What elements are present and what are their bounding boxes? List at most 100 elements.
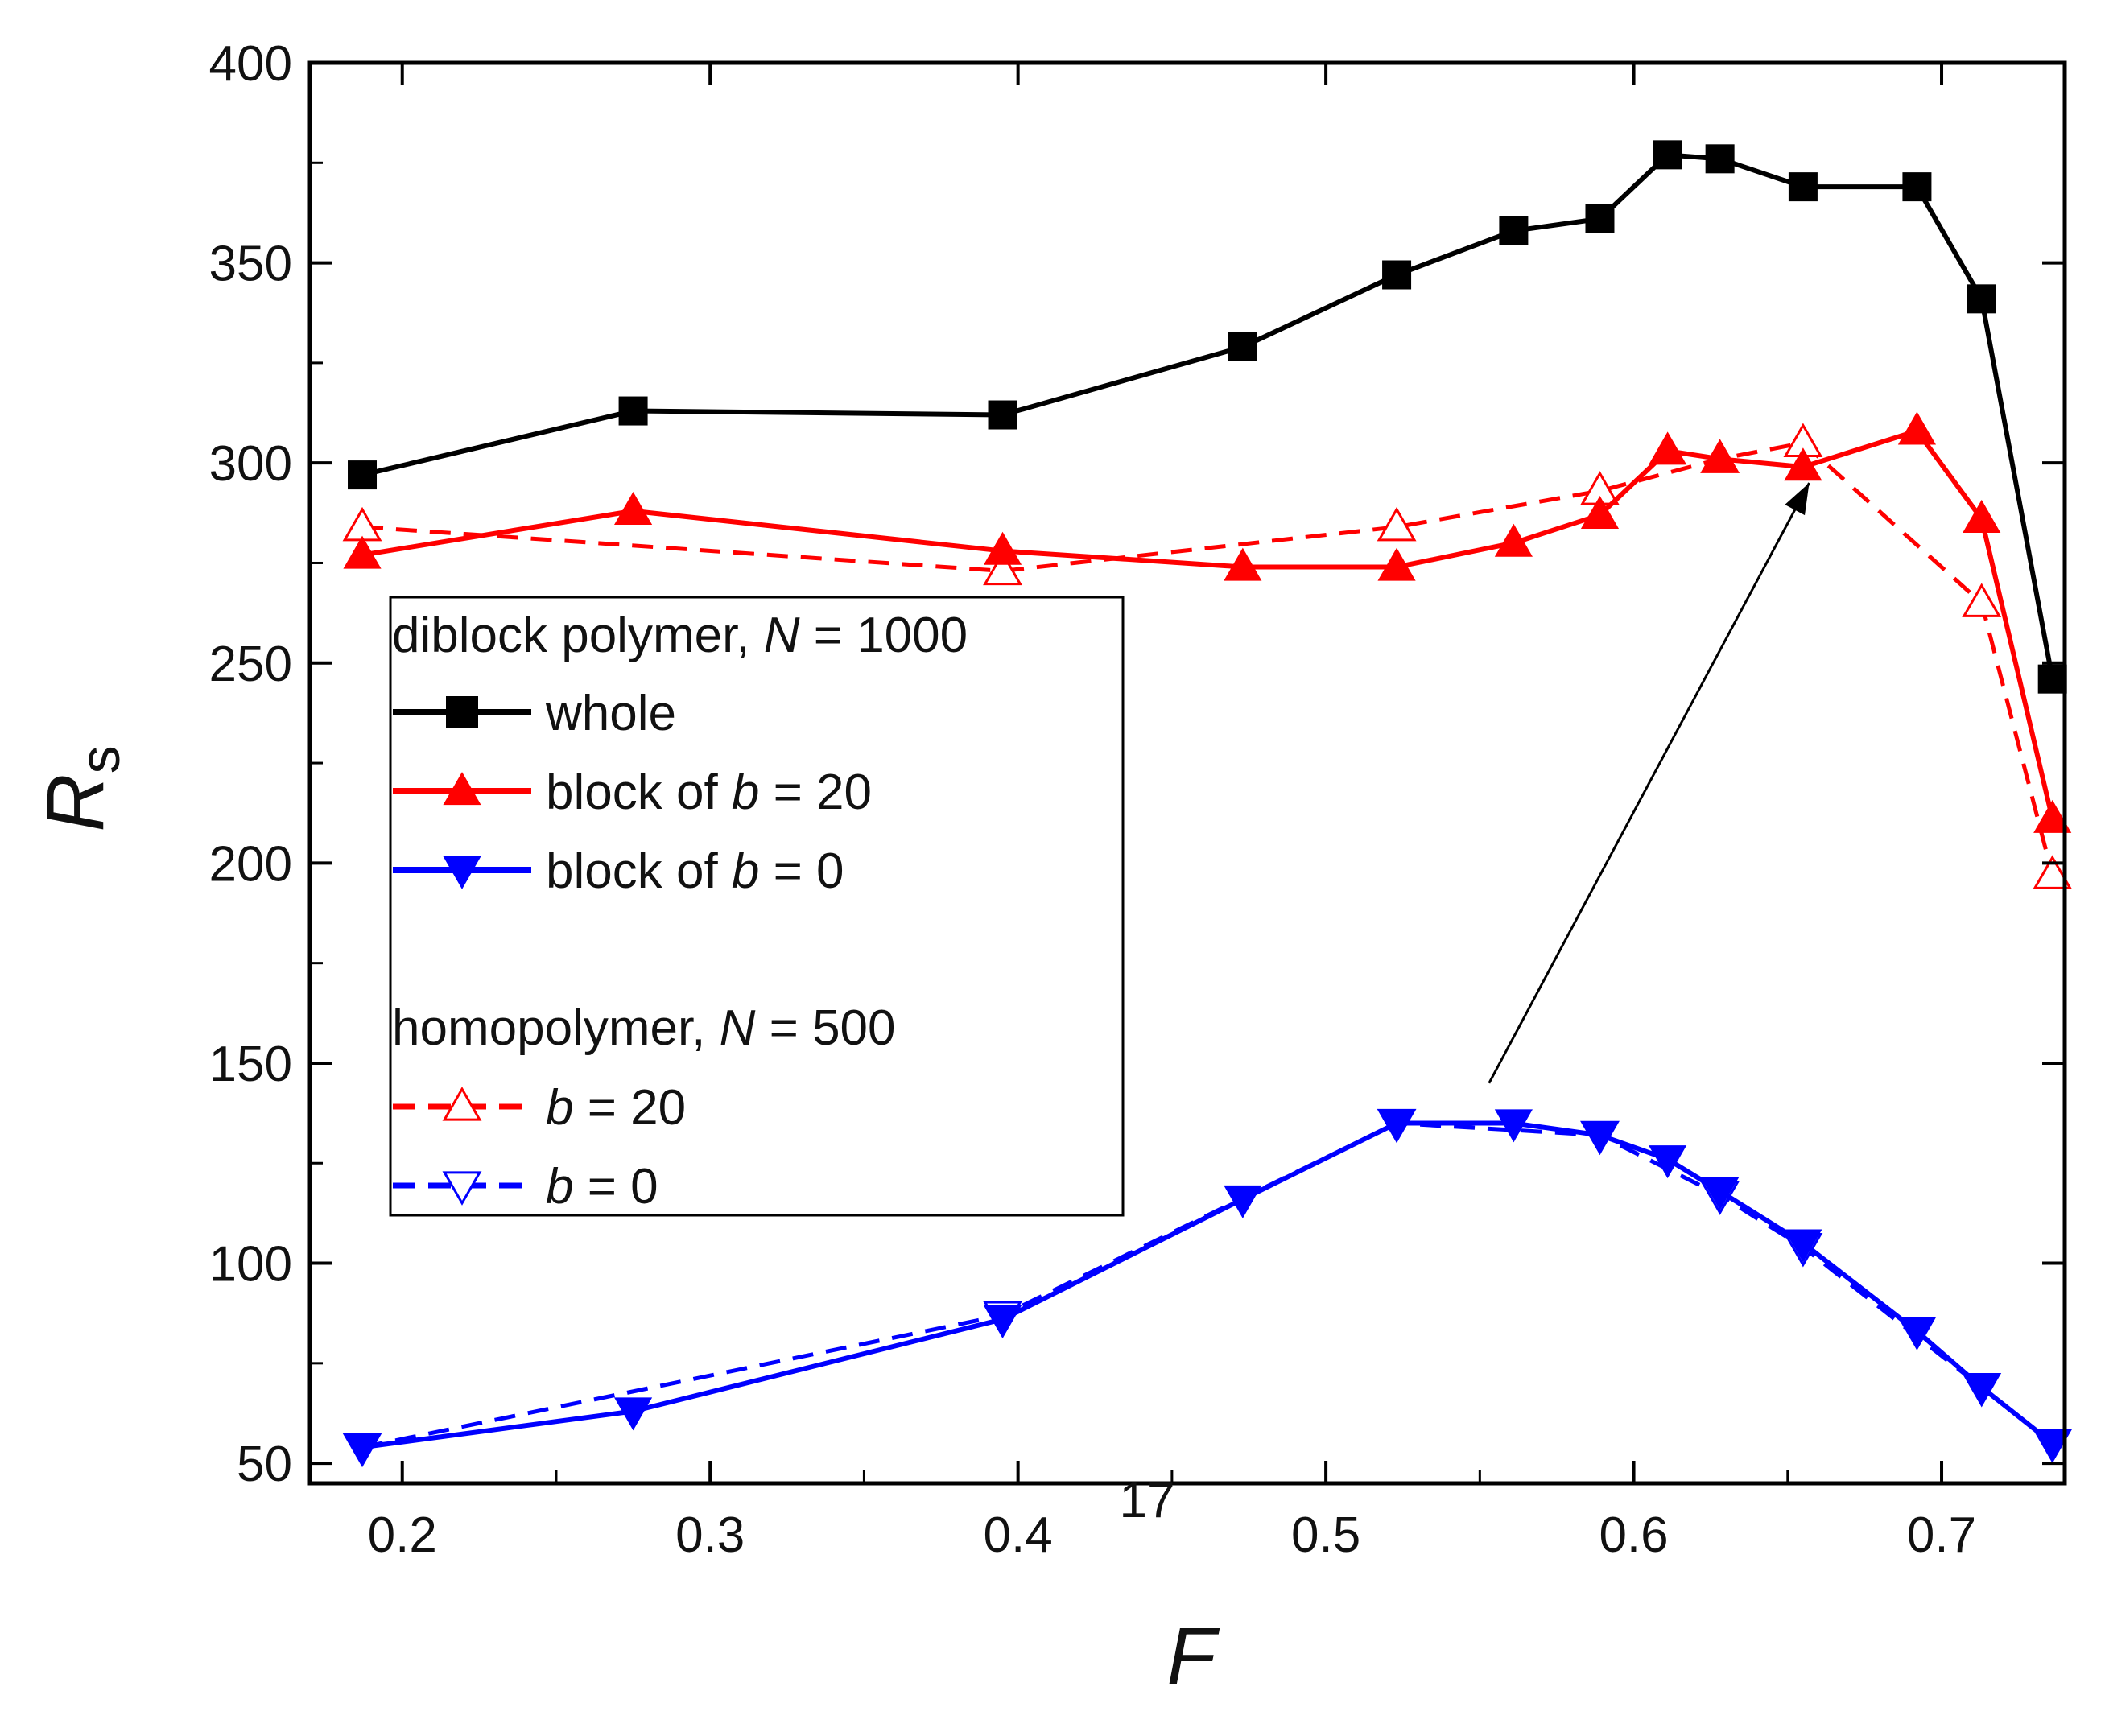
legend-swatch-marker — [446, 696, 478, 728]
legend-title-homopolymer-var: N — [720, 1000, 756, 1056]
y-axis-title-subscript: s — [68, 745, 131, 773]
legend-label-suffix: = 20 — [759, 765, 872, 820]
x-axis-title: F — [1166, 1611, 1220, 1701]
x-tick-label: 0.4 — [984, 1507, 1053, 1563]
y-tick-label: 400 — [209, 36, 292, 92]
data-point — [2033, 855, 2073, 889]
data-point — [1897, 1317, 1936, 1350]
data-point — [1963, 1373, 2001, 1407]
legend-label: b = 0 — [546, 1159, 658, 1214]
x-tick-label: 0.5 — [1291, 1507, 1360, 1563]
data-point — [983, 1305, 1022, 1339]
data-point — [1962, 583, 2002, 617]
data-point — [1494, 1109, 1533, 1143]
legend-label-prefix: block of — [546, 843, 732, 899]
legend-swatch-marker — [443, 772, 481, 806]
x-tick-label: 0.3 — [675, 1507, 745, 1563]
legend-entry: whole — [393, 686, 676, 741]
series-1 — [343, 411, 2072, 833]
legend-label-var: b — [546, 1159, 573, 1214]
y-tick-label: 150 — [209, 1037, 292, 1092]
legend-swatch-marker — [443, 856, 481, 889]
data-point — [1701, 439, 1740, 473]
data-layer — [342, 140, 2073, 1468]
data-point — [618, 396, 648, 426]
y-tick-label: 300 — [209, 436, 292, 492]
legend-label: whole — [545, 686, 676, 741]
data-point — [1967, 284, 1996, 314]
legend-label-suffix: = 20 — [573, 1080, 686, 1136]
legend-label: b = 20 — [546, 1080, 686, 1136]
data-point — [1224, 1185, 1262, 1218]
data-point — [614, 1397, 653, 1431]
legend-label-suffix: = 0 — [573, 1159, 658, 1214]
data-point — [1499, 216, 1529, 245]
legend-swatch-marker — [442, 1087, 482, 1121]
legend-entry: b = 0 — [393, 1159, 658, 1214]
x-tick-label: 0.7 — [1907, 1507, 1976, 1563]
series-2 — [343, 1109, 2072, 1467]
legend-title-diblock-prefix: diblock polymer, — [392, 608, 764, 663]
legend-label-prefix: whole — [545, 686, 676, 741]
data-point — [1224, 547, 1262, 581]
legend-label: block of b = 0 — [546, 843, 844, 899]
legend-title-diblock-suffix: = 1000 — [800, 608, 968, 663]
data-point — [1705, 144, 1735, 174]
data-point — [1585, 204, 1615, 233]
legend-entry: b = 20 — [393, 1080, 686, 1136]
data-point — [1494, 523, 1533, 557]
legend-entry: block of b = 0 — [393, 843, 844, 899]
legend: diblock polymer, N = 1000 homopolymer, N… — [389, 596, 1125, 1217]
legend-label-suffix: = 0 — [759, 843, 844, 899]
series-0 — [348, 140, 2067, 694]
data-point — [343, 1433, 382, 1467]
data-point — [1963, 499, 2001, 533]
data-point — [1580, 495, 1620, 529]
legend-label-prefix: block of — [546, 765, 732, 820]
legend-title-homopolymer: homopolymer, N = 500 — [392, 1000, 896, 1056]
legend-label-var: b — [732, 843, 759, 899]
data-point — [983, 550, 1022, 586]
data-point — [1897, 411, 1936, 445]
legend-swatch-marker — [442, 1171, 482, 1206]
legend-entry: block of b = 20 — [393, 765, 872, 820]
y-tick-label: 350 — [209, 237, 292, 292]
annotation-arrow-line — [1488, 482, 1810, 1084]
annotation-arrowhead — [1785, 483, 1810, 516]
data-point — [1784, 447, 1822, 481]
x-axis: 0.2 0.3 0.4 0.5 0.6 0.7 — [368, 63, 1976, 1563]
data-point — [1653, 140, 1682, 170]
data-point — [1902, 172, 1932, 202]
legend-title-homopolymer-suffix: = 500 — [755, 1000, 895, 1056]
data-point — [983, 531, 1022, 565]
data-point — [2033, 1429, 2072, 1463]
data-point — [1382, 260, 1412, 290]
x-tick-label: 0.6 — [1599, 1507, 1668, 1563]
x-tick-label: 0.2 — [368, 1507, 437, 1563]
data-point — [2037, 664, 2067, 694]
data-point — [1701, 1177, 1740, 1210]
data-point — [614, 491, 653, 525]
series-line — [361, 1121, 2054, 1449]
arrow-layer — [1488, 482, 1810, 1084]
data-point — [988, 400, 1017, 430]
data-point — [1788, 172, 1818, 202]
data-point — [1228, 332, 1257, 361]
data-point — [1377, 1109, 1416, 1143]
data-point — [1580, 1121, 1620, 1155]
y-tick-label: 50 — [237, 1437, 292, 1492]
data-point — [1649, 1145, 1687, 1179]
data-point — [2033, 799, 2072, 833]
plot-frame — [307, 60, 2067, 1486]
legend-label-var: b — [546, 1080, 573, 1136]
data-point — [1784, 1229, 1822, 1263]
legend-title-diblock: diblock polymer, N = 1000 — [392, 608, 968, 663]
y-axis-title-main: R — [31, 773, 121, 831]
y-axis-title: Rs — [31, 745, 131, 831]
legend-title-homopolymer-prefix: homopolymer, — [392, 1000, 720, 1056]
y-axis: 50 100 150 200 250 300 350 400 — [209, 36, 2065, 1492]
data-point — [343, 535, 382, 569]
legend-label: block of b = 20 — [546, 765, 872, 820]
